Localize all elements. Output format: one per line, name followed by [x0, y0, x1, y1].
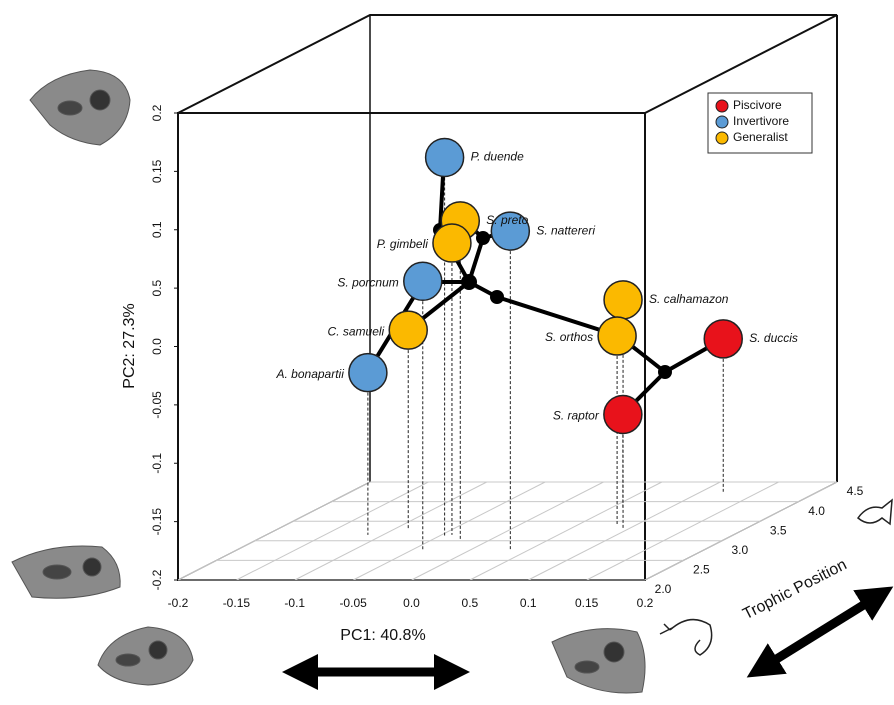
- legend: Piscivore Invertivore Generalist: [715, 98, 789, 145]
- legend-label: Piscivore: [733, 98, 782, 112]
- grid-line: [352, 481, 546, 581]
- grid-line: [177, 481, 371, 581]
- point: [348, 352, 388, 393]
- species-label: S. orthos: [545, 330, 593, 344]
- ancestral-nodes: [433, 223, 672, 379]
- y-axis-title: PC2: 27.3%: [121, 303, 138, 388]
- arrows: [282, 586, 894, 690]
- z-tick-label: 4.5: [847, 484, 864, 498]
- point: [597, 316, 637, 356]
- species-label: A. bonapartii: [276, 367, 345, 381]
- x-tick-label: -0.2: [168, 596, 189, 610]
- y-tick-label: -0.15: [150, 508, 164, 536]
- grid-line: [644, 481, 838, 581]
- grid-line: [528, 481, 721, 581]
- point: [603, 280, 643, 320]
- point: [403, 261, 443, 302]
- x-axis-title: PC1: 40.8%: [340, 627, 425, 644]
- skull-icons: [11, 69, 646, 694]
- fish-icon: [856, 498, 893, 526]
- y-tick-label: -0.2: [150, 569, 164, 590]
- point: [432, 223, 472, 263]
- shrimp-icon: [659, 618, 713, 656]
- z-tick-label: 2.5: [693, 563, 710, 577]
- z-tick-label: 2.0: [655, 582, 672, 596]
- point: [490, 211, 531, 251]
- x-tick-label: 0.1: [520, 596, 537, 610]
- species-label: C. samueli: [328, 324, 385, 338]
- points: S. raptor S. duccis P. duende S. nattereri S…: [276, 137, 798, 435]
- point: [603, 394, 643, 435]
- node: [658, 365, 672, 379]
- legend-label: Invertivore: [733, 114, 789, 128]
- point: [388, 310, 428, 350]
- z-tick-label: 3.0: [731, 543, 748, 557]
- species-label: P. duende: [471, 150, 524, 164]
- legend-label: Generalist: [733, 130, 788, 144]
- species-label: S. raptor: [553, 409, 600, 423]
- z-axis-title: Trophic Position: [740, 556, 849, 623]
- fish: [856, 498, 893, 526]
- species-label: S. duccis: [749, 331, 798, 345]
- species-label: S. nattereri: [536, 223, 595, 237]
- species-label: P. gimbeli: [377, 237, 428, 251]
- y-tick-label: 0.5: [150, 279, 164, 296]
- grid-line: [411, 481, 604, 581]
- y-tick-label: 0.15: [150, 159, 164, 183]
- ticks: -0.2 -0.15 -0.1 -0.05 0.0 0.5 0.1 0.15 0.2 -0.2 -0…: [150, 104, 863, 610]
- grid-line: [294, 481, 487, 581]
- x-tick-label: 0.2: [637, 596, 654, 610]
- grid-line: [469, 481, 663, 581]
- grid-line: [586, 481, 779, 581]
- point: [703, 319, 743, 359]
- z-tick-label: 3.5: [770, 523, 787, 537]
- legend-marker: [715, 115, 729, 129]
- species-label: S. porcnum: [337, 275, 398, 289]
- y-tick-label: -0.1: [150, 453, 164, 474]
- trophic-arrow: [746, 586, 894, 678]
- z-tick-label: 4.0: [808, 504, 825, 518]
- node: [490, 290, 504, 304]
- x-tick-label: -0.15: [223, 596, 251, 610]
- y-tick-label: 0.1: [150, 221, 164, 238]
- x-tick-label: 0.5: [462, 596, 479, 610]
- node: [461, 274, 477, 290]
- x-tick-label: -0.05: [339, 596, 367, 610]
- shrimp: [659, 618, 713, 656]
- x-tick-label: -0.1: [284, 596, 305, 610]
- y-tick-label: 0.2: [150, 104, 164, 121]
- skull: [97, 626, 194, 686]
- species-label: S. calhamazon: [649, 292, 729, 306]
- y-tick-label: 0.0: [150, 338, 164, 355]
- x-tick-label: 0.15: [575, 596, 599, 610]
- skull: [551, 628, 646, 694]
- drop-lines: [367, 157, 724, 550]
- x-tick-label: 0.0: [403, 596, 420, 610]
- y-tick-label: -0.05: [150, 391, 164, 419]
- point: [424, 137, 465, 178]
- legend-marker: [715, 99, 729, 113]
- species-label: S. preto: [486, 213, 528, 227]
- skull: [29, 69, 131, 146]
- floor-grid: [177, 481, 838, 581]
- grid-line: [236, 481, 429, 581]
- node: [476, 231, 490, 245]
- legend-marker: [715, 131, 729, 145]
- skull: [11, 545, 121, 599]
